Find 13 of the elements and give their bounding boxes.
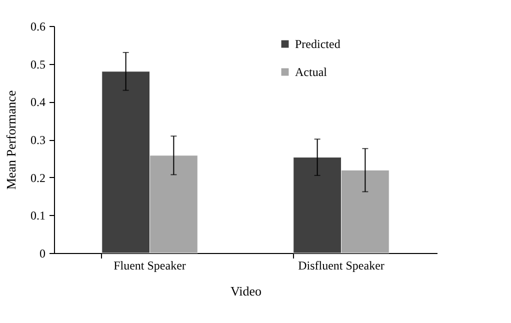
y-tick-label: 0.4	[30, 95, 46, 110]
y-tick-label: 0.6	[30, 20, 46, 34]
y-tick-label: 0.3	[30, 133, 46, 147]
y-tick-label: 0.1	[30, 208, 46, 223]
legend-label: Actual	[295, 65, 328, 79]
y-tick-label: 0.5	[30, 57, 46, 72]
y-tick-label: 0.2	[30, 170, 46, 185]
y-axis-title: Mean Performance	[4, 90, 18, 190]
legend-label: Predicted	[295, 37, 340, 51]
x-axis-title: Video	[230, 284, 262, 298]
x-tick-label: Disfluent Speaker	[298, 258, 384, 272]
x-tick-label: Fluent Speaker	[114, 258, 186, 272]
y-tick-label: 0	[40, 246, 46, 260]
